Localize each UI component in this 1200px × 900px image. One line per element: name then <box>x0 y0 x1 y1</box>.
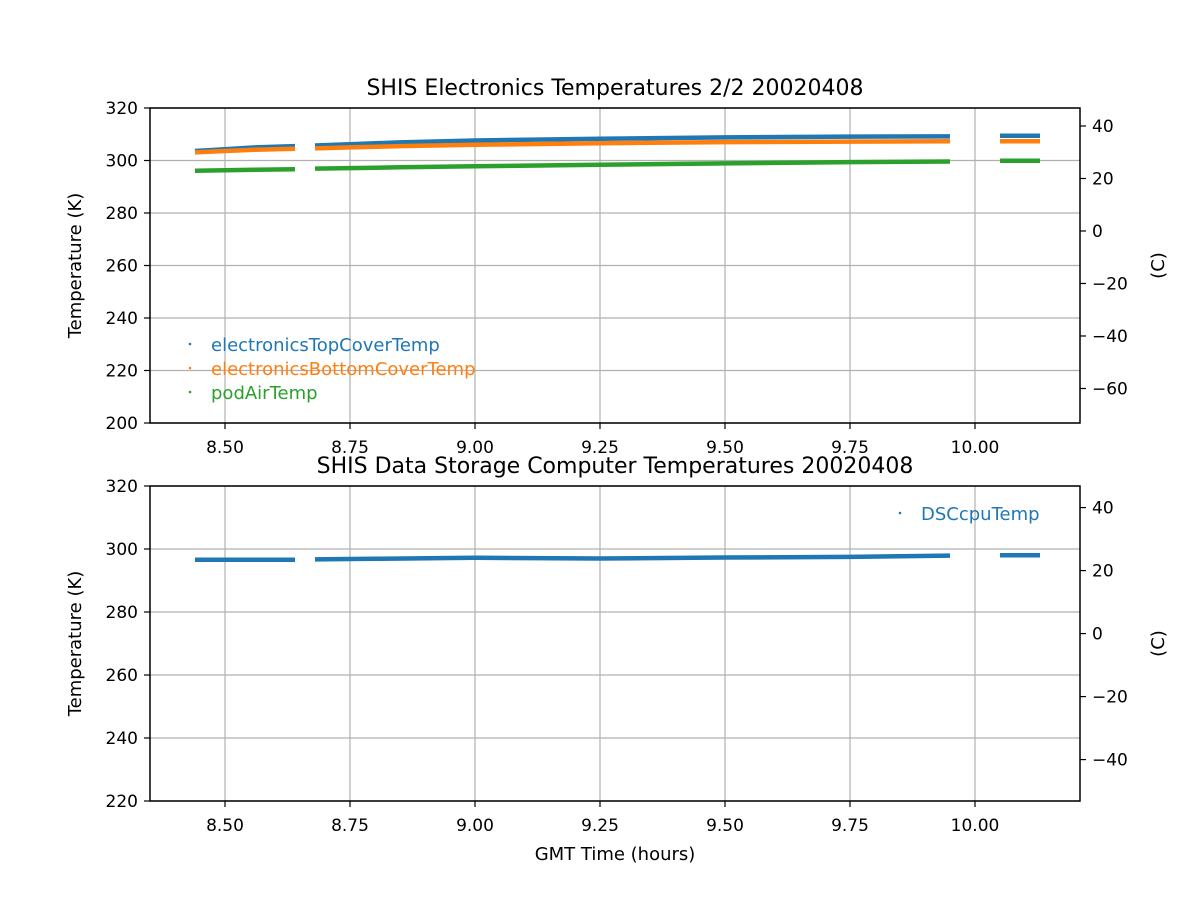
x-tick-label: 9.75 <box>831 438 869 458</box>
legend-marker <box>188 390 192 394</box>
y-tick-label: 260 <box>106 257 138 277</box>
x-tick-label: 8.50 <box>206 438 244 458</box>
y2-tick-label: 20 <box>1092 169 1114 189</box>
x-tick-label: 8.75 <box>331 438 369 458</box>
y-tick-label: 280 <box>106 204 138 224</box>
x-axis-label: GMT Time (hours) <box>535 844 696 865</box>
legend: DSCcpuTemp <box>898 504 1040 525</box>
y2-tick-label: −40 <box>1092 327 1128 347</box>
y-tick-label: 200 <box>106 414 138 434</box>
y2-tick-label: −60 <box>1092 379 1128 399</box>
data-trace <box>314 139 951 151</box>
x-tick-label: 9.25 <box>581 816 619 836</box>
legend-label: electronicsTopCoverTemp <box>211 335 440 356</box>
y-tick-label: 240 <box>106 729 138 749</box>
legend: electronicsTopCoverTemp electronicsBottom… <box>188 335 476 404</box>
y-tick-label: 280 <box>106 603 138 623</box>
y-axis-label: Temperature (K) <box>65 193 86 340</box>
data-trace <box>314 553 951 562</box>
y-tick-label: 320 <box>106 477 138 497</box>
series-electronicsBottomCoverTemp <box>194 139 1040 155</box>
y2-tick-label: −20 <box>1092 688 1128 708</box>
legend-marker <box>188 342 192 346</box>
y-tick-label: 320 <box>106 99 138 119</box>
x-tick-label: 9.00 <box>456 438 494 458</box>
data-storage-computer-temperatures-panel: 8.50 8.75 9.00 9.25 9.50 9.75 10.00 220 240 260 28… <box>65 454 1169 865</box>
chart-title: SHIS Data Storage Computer Temperatures … <box>317 454 914 479</box>
electronics-temperatures-panel: 8.50 8.75 9.00 9.25 9.50 9.75 10.0020022024026… <box>65 76 1169 458</box>
data-trace <box>314 134 951 148</box>
y2-axis-label: (C) <box>1148 252 1169 279</box>
y-tick-label: 300 <box>106 152 138 172</box>
y-tick-label: 260 <box>106 666 138 686</box>
x-tick-label: 9.75 <box>831 816 869 836</box>
y-tick-label: 300 <box>106 540 138 560</box>
legend-label: DSCcpuTemp <box>921 504 1040 525</box>
series-podAirTemp <box>194 158 1040 173</box>
axes-frame <box>149 485 1081 802</box>
data-trace <box>194 166 296 173</box>
y-tick-label: 240 <box>106 309 138 329</box>
x-tick-label: 10.00 <box>951 438 1000 458</box>
legend-marker <box>188 366 192 370</box>
legend-label: podAirTemp <box>211 383 318 404</box>
x-tick-label: 8.50 <box>206 816 244 836</box>
chart-title: SHIS Electronics Temperatures 2/2 200204… <box>366 76 863 101</box>
y2-tick-label: 40 <box>1092 117 1114 137</box>
y2-tick-label: 0 <box>1092 625 1103 645</box>
y2-tick-label: −40 <box>1092 751 1128 771</box>
x-tick-label: 10.00 <box>951 816 1000 836</box>
x-tick-label: 9.50 <box>706 438 744 458</box>
y2-tick-label: 40 <box>1092 499 1114 519</box>
x-tick-label: 9.00 <box>456 816 494 836</box>
y2-tick-label: 20 <box>1092 562 1114 582</box>
y-tick-label: 220 <box>106 792 138 812</box>
data-trace <box>194 146 296 155</box>
y2-axis-label: (C) <box>1148 630 1169 657</box>
series-DSCcpuTemp <box>195 553 1040 562</box>
x-tick-label: 9.25 <box>581 438 619 458</box>
y-axis-label: Temperature (K) <box>65 571 86 718</box>
y2-tick-label: 0 <box>1092 222 1103 242</box>
x-tick-label: 8.75 <box>331 816 369 836</box>
y2-tick-label: −20 <box>1092 274 1128 294</box>
y-tick-label: 220 <box>106 362 138 382</box>
legend-marker <box>898 511 902 515</box>
x-tick-label: 9.50 <box>706 816 744 836</box>
data-trace <box>314 159 951 171</box>
legend-label: electronicsBottomCoverTemp <box>211 359 476 380</box>
